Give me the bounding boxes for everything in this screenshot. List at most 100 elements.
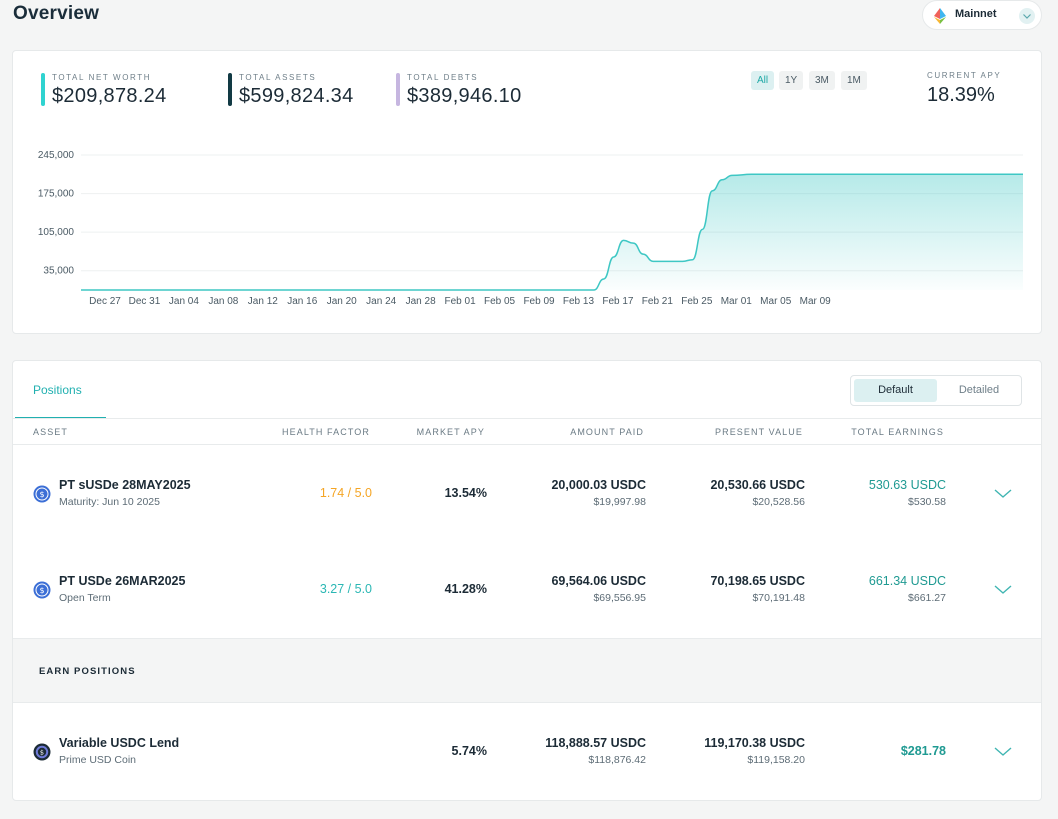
net-worth-color-bar	[41, 73, 45, 106]
x-tick-label: Jan 16	[287, 296, 317, 307]
portfolio-chart-card: TOTAL NET WORTH $209,878.24 TOTAL ASSETS…	[12, 50, 1042, 334]
market-apy-value: 13.54%	[444, 486, 487, 500]
svg-text:$: $	[39, 586, 44, 595]
page-title: Overview	[13, 3, 100, 24]
x-tick-label: Jan 20	[327, 296, 357, 307]
x-tick-label: Mar 01	[721, 296, 753, 307]
x-tick-label: Dec 31	[129, 296, 161, 307]
asset-subtitle: Prime USD Coin	[59, 754, 137, 766]
asset-name: Variable USDC Lend	[59, 736, 180, 750]
y-tick-label: 245,000	[38, 150, 75, 161]
assets-color-bar	[228, 73, 232, 106]
svg-text:$: $	[40, 749, 44, 757]
present-value: 119,170.38 USDC	[704, 736, 805, 750]
earn-positions-section-header: EARN POSITIONS	[13, 638, 1041, 703]
header-divider	[13, 418, 1041, 419]
y-tick-label: 35,000	[43, 266, 74, 277]
debts-color-bar	[396, 73, 400, 106]
range-1y-button[interactable]: 1Y	[779, 71, 804, 90]
total-debts-value: $389,946.10	[407, 85, 522, 107]
total-earnings-usd: $661.27	[908, 592, 946, 604]
x-tick-label: Feb 21	[642, 296, 674, 307]
total-assets-label: TOTAL ASSETS	[239, 73, 317, 82]
svg-text:$: $	[39, 490, 44, 499]
network-selector[interactable]: Mainnet	[922, 0, 1042, 30]
health-factor-value: 3.27 / 5.0	[319, 582, 372, 596]
column-header-asset: ASSET	[33, 427, 69, 437]
view-default-button[interactable]: Default	[854, 379, 937, 402]
total-net-worth-value: $209,878.24	[52, 85, 167, 107]
present-value-usd: $20,528.56	[752, 496, 805, 508]
chevron-down-icon[interactable]	[994, 583, 1012, 597]
x-tick-label: Feb 13	[563, 296, 595, 307]
net-worth-area-chart: 245,000 175,000 105,000 35,000 Dec 27 Dec 31…	[38, 150, 1023, 307]
chevron-down-icon[interactable]	[1019, 8, 1035, 24]
column-header-apy: MARKET APY	[416, 427, 485, 437]
x-tick-label: Jan 08	[208, 296, 238, 307]
x-tick-label: Feb 05	[484, 296, 516, 307]
column-header-paid: AMOUNT PAID	[570, 427, 644, 437]
asset-name: PT USDe 26MAR2025	[59, 574, 186, 588]
chevron-down-icon[interactable]	[994, 487, 1012, 501]
y-tick-label: 175,000	[38, 189, 75, 200]
usdc-token-icon: $	[33, 743, 51, 761]
view-toggle: Default Detailed	[850, 375, 1022, 406]
x-tick-label: Feb 17	[602, 296, 634, 307]
total-earnings-value: $281.78	[900, 744, 946, 758]
x-tick-label: Jan 04	[169, 296, 199, 307]
total-earnings-value: 530.63 USDC	[868, 478, 946, 492]
x-tick-label: Jan 28	[406, 296, 436, 307]
amount-paid-value: 118,888.57 USDC	[545, 736, 646, 750]
amount-paid-usd: $19,997.98	[593, 496, 646, 508]
current-apy-value: 18.39%	[927, 84, 995, 106]
health-factor-value: 1.74 / 5.0	[319, 486, 372, 500]
x-tick-label: Dec 27	[89, 296, 121, 307]
x-tick-label: Feb 25	[681, 296, 713, 307]
asset-name: PT sUSDe 28MAY2025	[59, 478, 191, 492]
column-header-health: HEALTH FACTOR	[282, 427, 370, 437]
range-all-button[interactable]: All	[751, 71, 775, 90]
column-header-divider	[13, 444, 1041, 445]
x-tick-label: Mar 09	[800, 296, 832, 307]
column-header-earnings: TOTAL EARNINGS	[851, 427, 944, 437]
positions-card: Positions Default Detailed ASSET HEALTH …	[12, 360, 1042, 801]
x-tick-label: Feb 09	[523, 296, 555, 307]
table-row[interactable]: $ Variable USDC Lend Prime USD Coin 5.74…	[13, 703, 1041, 799]
amount-paid-usd: $69,556.95	[593, 592, 646, 604]
pt-susde-token-icon: $	[33, 485, 51, 503]
amount-paid-value: 20,000.03 USDC	[551, 478, 646, 492]
current-apy-label: CURRENT APY	[927, 71, 1002, 80]
total-assets-value: $599,824.34	[239, 85, 354, 107]
network-label: Mainnet	[955, 8, 997, 20]
total-earnings-value: 661.34 USDC	[868, 574, 946, 588]
y-tick-label: 105,000	[38, 227, 75, 238]
table-row[interactable]: $ PT sUSDe 28MAY2025 Maturity: Jun 10 20…	[13, 445, 1041, 541]
chart-area-fill	[81, 174, 1023, 290]
x-tick-label: Feb 01	[445, 296, 477, 307]
market-apy-value: 41.28%	[444, 582, 487, 596]
view-detailed-button[interactable]: Detailed	[958, 384, 1000, 396]
earn-positions-title: EARN POSITIONS	[39, 666, 136, 677]
amount-paid-usd: $118,876.42	[588, 754, 646, 766]
chevron-down-icon[interactable]	[994, 745, 1012, 759]
amount-paid-value: 69,564.06 USDC	[551, 574, 646, 588]
asset-subtitle: Maturity: Jun 10 2025	[59, 496, 160, 508]
column-header-present: PRESENT VALUE	[715, 427, 803, 437]
chart-series-line	[81, 173, 1023, 291]
present-value: 20,530.66 USDC	[710, 478, 805, 492]
range-1m-button[interactable]: 1M	[841, 71, 867, 90]
present-value: 70,198.65 USDC	[710, 574, 805, 588]
ethereum-icon	[934, 8, 946, 24]
range-3m-button[interactable]: 3M	[809, 71, 835, 90]
table-row[interactable]: $ PT USDe 26MAR2025 Open Term 3.27 / 5.0…	[13, 541, 1041, 637]
tab-positions[interactable]: Positions	[33, 383, 82, 397]
x-tick-label: Mar 05	[760, 296, 792, 307]
market-apy-value: 5.74%	[451, 744, 487, 758]
total-earnings-usd: $530.58	[908, 496, 946, 508]
x-tick-label: Jan 24	[366, 296, 396, 307]
total-debts-label: TOTAL DEBTS	[407, 73, 479, 82]
x-tick-label: Jan 12	[248, 296, 278, 307]
asset-subtitle: Open Term	[59, 592, 111, 604]
total-net-worth-label: TOTAL NET WORTH	[52, 73, 152, 82]
present-value-usd: $119,158.20	[747, 754, 805, 766]
